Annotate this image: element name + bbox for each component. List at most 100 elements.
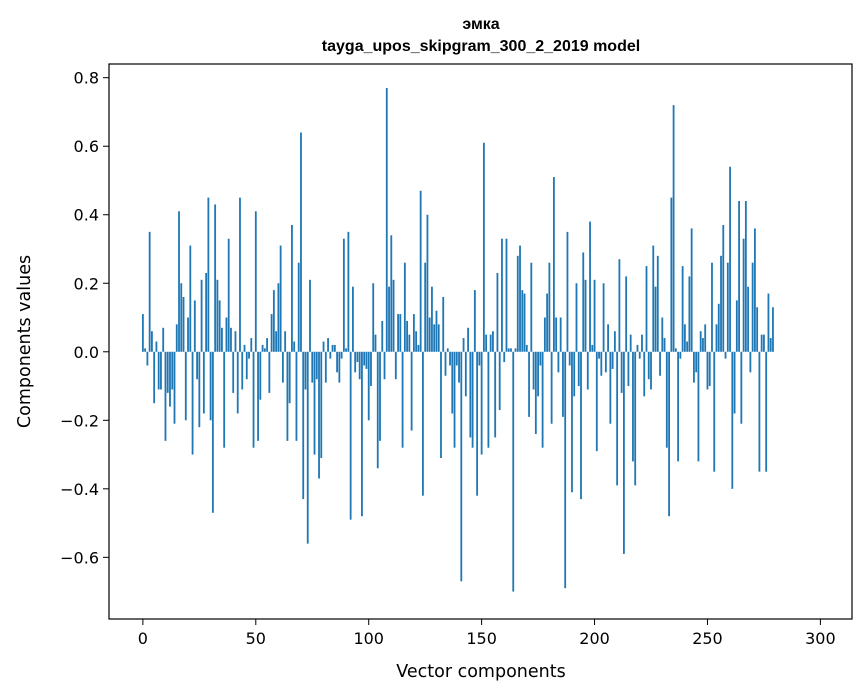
bar	[196, 351, 198, 380]
bar	[638, 351, 641, 359]
bar	[390, 235, 393, 352]
bar	[324, 351, 327, 383]
bar	[372, 283, 375, 352]
bar	[602, 283, 605, 352]
bar	[708, 351, 711, 387]
bar	[548, 262, 551, 352]
bar	[164, 351, 167, 441]
bar	[647, 351, 650, 380]
bar	[200, 279, 203, 352]
bar	[507, 348, 510, 352]
bar	[358, 351, 361, 380]
bar	[191, 351, 194, 455]
bar	[550, 351, 553, 424]
bar	[650, 351, 652, 390]
bar	[706, 351, 709, 390]
bar	[729, 166, 731, 352]
plot-area-frame	[108, 63, 853, 620]
x-axis-label: Vector components	[396, 662, 565, 682]
bar	[277, 283, 280, 352]
bar	[600, 351, 603, 376]
bar	[245, 351, 248, 380]
bar	[543, 317, 546, 352]
bar	[611, 351, 614, 369]
bar	[534, 351, 537, 434]
bar	[623, 351, 625, 554]
bar	[726, 262, 729, 352]
y-tick-label: −0.4	[60, 480, 99, 499]
y-tick-label: 0.8	[74, 69, 99, 88]
bar	[293, 341, 296, 352]
y-axis-label: Components values	[15, 255, 35, 428]
bar	[442, 296, 445, 352]
bar	[437, 324, 440, 352]
bar	[695, 351, 698, 373]
bar	[155, 341, 158, 352]
bar	[480, 351, 483, 455]
bar	[516, 255, 519, 352]
bar	[564, 351, 567, 589]
bar	[645, 266, 648, 352]
x-tick-label: 200	[579, 629, 610, 648]
bar	[356, 351, 359, 363]
bar	[428, 317, 431, 352]
bar	[702, 338, 704, 352]
bar	[236, 351, 239, 414]
bar	[211, 351, 214, 513]
bar	[275, 331, 278, 352]
bar	[586, 351, 589, 390]
bar	[568, 351, 571, 366]
bar	[627, 351, 630, 387]
bar	[575, 283, 578, 352]
bar	[268, 351, 271, 393]
bar	[257, 351, 259, 441]
bar	[462, 338, 465, 352]
bar	[609, 351, 612, 424]
bar	[604, 351, 607, 373]
bar	[338, 351, 341, 383]
bar	[634, 351, 637, 486]
bar	[166, 351, 169, 393]
bar	[758, 351, 761, 472]
bar	[431, 286, 433, 352]
bar	[345, 348, 348, 352]
bar	[410, 351, 413, 431]
bar	[625, 276, 628, 352]
bar	[205, 272, 208, 352]
bar	[720, 255, 722, 352]
bar	[336, 351, 338, 373]
bar	[469, 351, 472, 438]
bar	[523, 293, 526, 352]
bar	[668, 351, 670, 517]
bar	[632, 351, 634, 462]
bar	[670, 197, 673, 352]
bar	[704, 324, 707, 352]
bar	[376, 351, 379, 469]
bar	[731, 351, 734, 489]
bar	[440, 351, 442, 458]
bar	[406, 320, 409, 352]
bar	[756, 307, 759, 352]
bar	[580, 351, 582, 500]
bar	[284, 331, 287, 352]
bar	[227, 238, 230, 352]
bar	[613, 331, 616, 352]
bar	[546, 293, 549, 352]
bar	[263, 348, 266, 352]
bar	[311, 351, 314, 383]
bar	[225, 317, 228, 352]
bar	[476, 351, 479, 496]
bar	[241, 351, 244, 390]
bar	[740, 351, 743, 424]
bar	[618, 259, 621, 352]
bar	[681, 266, 684, 352]
bar	[751, 262, 754, 352]
bar	[422, 351, 424, 496]
bar	[327, 338, 329, 352]
bar	[295, 351, 298, 441]
y-tick-label: 0.4	[74, 206, 99, 225]
bar	[539, 351, 542, 366]
bar	[209, 351, 212, 421]
bar	[175, 324, 178, 352]
bar	[193, 300, 196, 352]
